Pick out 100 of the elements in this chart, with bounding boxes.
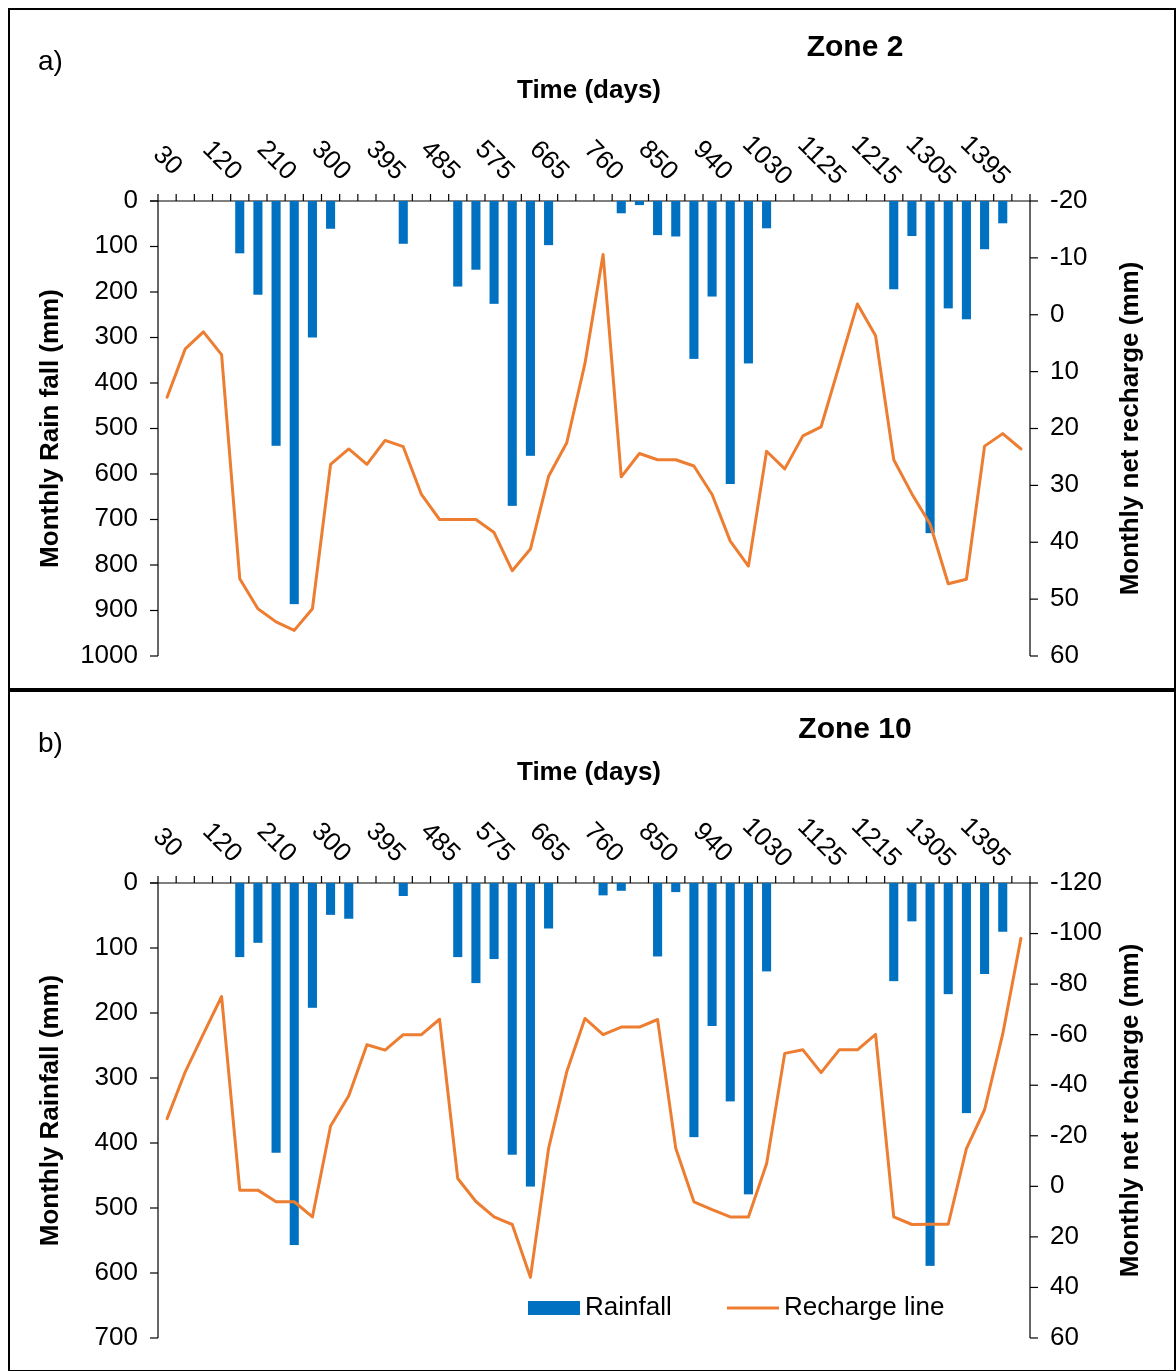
y-tick-label: 0 — [123, 865, 138, 896]
bar — [235, 201, 245, 254]
x-tick-label: 665 — [524, 815, 577, 868]
bar — [889, 201, 899, 290]
x-tick-label: 485 — [415, 133, 468, 186]
bar — [961, 201, 971, 320]
y-tick-label: 100 — [94, 229, 138, 260]
bar — [961, 883, 971, 1114]
y-axis-title: Monthly Rainfall (mm) — [34, 974, 64, 1247]
line-series — [165, 252, 1023, 632]
bar — [525, 201, 535, 456]
x-tick-label: 210 — [251, 133, 304, 186]
bar — [525, 883, 535, 1187]
y2-tick-label: -100 — [1050, 916, 1103, 947]
y-tick-label: 700 — [94, 502, 138, 533]
bar — [707, 201, 717, 297]
text: a) — [38, 45, 63, 76]
y-tick-label: 300 — [94, 1060, 138, 1091]
x-tick-label: 760 — [578, 133, 631, 186]
x-tick-label: 395 — [360, 133, 413, 186]
bar — [689, 201, 699, 359]
y2-tick-label: 0 — [1050, 297, 1065, 328]
bar — [762, 201, 772, 229]
y-tick-label: 300 — [94, 320, 138, 351]
y-tick-label: 800 — [94, 547, 138, 578]
bar — [598, 883, 608, 896]
x-tick-label: 850 — [633, 815, 686, 868]
x-tick-label: 940 — [687, 815, 740, 868]
y2-tick-label: 60 — [1050, 1320, 1079, 1351]
bar — [907, 201, 917, 237]
y-tick-label: 200 — [94, 995, 138, 1026]
y-tick-label: 0 — [123, 183, 138, 214]
bar — [398, 201, 408, 244]
y-tick-label: 400 — [94, 1125, 138, 1156]
y-tick-label: 500 — [94, 1190, 138, 1221]
bar — [507, 883, 517, 1155]
chart-title: Zone 10 — [798, 711, 912, 744]
x-tick-label: 120 — [197, 133, 250, 186]
y2-tick-label: -20 — [1050, 183, 1088, 214]
bar — [507, 201, 517, 506]
y-axis-title: Monthly Rain fall (mm) — [34, 289, 64, 568]
x-tick-label: 665 — [524, 133, 577, 186]
x-tick-label: 210 — [251, 815, 304, 868]
y2-tick-label: 30 — [1050, 468, 1079, 499]
x-tick-label: 485 — [415, 815, 468, 868]
legend-label: Rainfall — [585, 1290, 672, 1321]
bar — [489, 883, 499, 960]
legend-label: Recharge line — [784, 1290, 945, 1321]
y2-tick-label: -20 — [1050, 1118, 1088, 1149]
y-tick-label: 700 — [94, 1320, 138, 1351]
y-tick-label: 500 — [94, 411, 138, 442]
bar — [671, 883, 681, 893]
bar — [471, 201, 481, 270]
x-tick-label: 30 — [147, 138, 190, 181]
chart-title: Zone 2 — [806, 29, 904, 62]
bar — [943, 201, 953, 309]
x-axis-title: Time (days) — [516, 756, 662, 786]
y2-axis-title: Monthly net recharge (mm) — [1114, 943, 1144, 1278]
bar — [616, 883, 626, 891]
y2-tick-label: -120 — [1050, 865, 1103, 896]
x-tick-label: 300 — [306, 815, 359, 868]
y2-tick-label: 50 — [1050, 582, 1079, 612]
bar — [634, 201, 644, 206]
y2-tick-label: -40 — [1050, 1068, 1088, 1099]
bar — [925, 201, 935, 534]
y2-tick-label: -60 — [1050, 1017, 1088, 1048]
bar — [925, 883, 935, 1266]
x-tick-label: 760 — [578, 815, 631, 868]
y2-tick-label: -10 — [1050, 240, 1088, 271]
text: b) — [38, 727, 63, 758]
y-tick-label: 600 — [94, 456, 138, 487]
y2-tick-label: 0 — [1050, 1169, 1065, 1200]
y2-axis-title: Monthly net recharge (mm) — [1114, 261, 1144, 596]
bar — [271, 883, 281, 1153]
x-tick-label: 850 — [633, 133, 686, 186]
bar — [253, 883, 263, 943]
x-tick-label: 120 — [197, 815, 250, 868]
line-series — [165, 936, 1023, 1279]
bar — [707, 883, 717, 1026]
bar — [544, 201, 554, 246]
bar — [489, 201, 499, 304]
y2-tick-label: 60 — [1050, 638, 1079, 669]
bar — [289, 883, 299, 1246]
x-tick-label: 395 — [360, 815, 413, 868]
bar — [689, 883, 699, 1138]
bar — [289, 201, 299, 605]
bar — [344, 883, 354, 919]
bar — [453, 883, 463, 958]
bar — [889, 883, 899, 982]
y-tick-label: 100 — [94, 930, 138, 961]
y-tick-label: 1000 — [80, 638, 138, 669]
bar — [907, 883, 917, 922]
y-tick-label: 600 — [94, 1255, 138, 1286]
bar — [762, 883, 772, 972]
x-axis-title: Time (days) — [516, 74, 662, 104]
bar — [398, 883, 408, 896]
bar — [943, 883, 953, 995]
y-tick-label: 400 — [94, 365, 138, 396]
bar — [326, 883, 336, 915]
x-tick-label: 30 — [147, 820, 190, 863]
